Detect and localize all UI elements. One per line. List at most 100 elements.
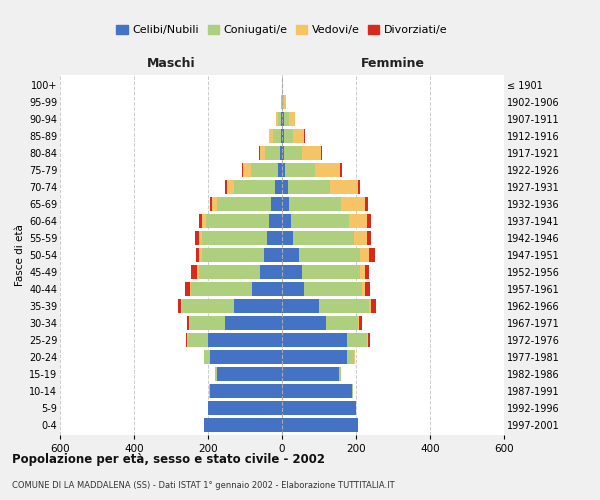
Bar [210, 384, 282, 398]
Bar [181, 299, 182, 313]
Bar [347, 350, 354, 364]
Bar [302, 265, 360, 279]
Bar [352, 384, 353, 398]
Bar [283, 95, 284, 109]
Bar [282, 384, 352, 398]
Bar [282, 180, 287, 194]
Bar [341, 197, 365, 211]
Bar [202, 214, 206, 228]
Bar [282, 333, 347, 347]
Bar [215, 367, 217, 381]
Bar [199, 248, 202, 262]
Bar [251, 163, 278, 177]
Bar [197, 265, 199, 279]
Bar [282, 418, 358, 432]
Bar [319, 299, 369, 313]
Bar [358, 180, 360, 194]
Bar [260, 146, 265, 160]
Bar [195, 231, 199, 245]
Bar [277, 112, 278, 126]
Bar [202, 248, 263, 262]
Bar [209, 384, 210, 398]
Bar [282, 316, 326, 330]
Bar [284, 112, 289, 126]
Bar [282, 112, 284, 126]
Bar [289, 112, 295, 126]
Bar [291, 214, 349, 228]
Bar [368, 333, 370, 347]
Bar [190, 282, 191, 296]
Y-axis label: Anni di nascita: Anni di nascita [599, 216, 600, 294]
Bar [362, 282, 365, 296]
Bar [293, 129, 304, 143]
Bar [196, 248, 199, 262]
Bar [278, 112, 281, 126]
Bar [281, 112, 282, 126]
Bar [282, 129, 284, 143]
Bar [284, 95, 286, 109]
Bar [204, 418, 282, 432]
Bar [234, 299, 282, 313]
Bar [278, 163, 282, 177]
Bar [224, 316, 282, 330]
Bar [191, 265, 197, 279]
Legend: Celibi/Nubili, Coniugati/e, Vedovi/e, Divorziati/e: Celibi/Nubili, Coniugati/e, Vedovi/e, Di… [116, 25, 448, 35]
Bar [242, 163, 243, 177]
Bar [260, 265, 282, 279]
Bar [199, 265, 260, 279]
Bar [285, 163, 314, 177]
Bar [347, 333, 367, 347]
Bar [208, 401, 282, 415]
Bar [326, 316, 358, 330]
Bar [282, 231, 293, 245]
Bar [267, 231, 282, 245]
Bar [204, 350, 210, 364]
Bar [191, 282, 253, 296]
Bar [208, 333, 282, 347]
Bar [369, 248, 374, 262]
Bar [185, 282, 190, 296]
Bar [360, 248, 369, 262]
Bar [280, 146, 282, 160]
Bar [284, 129, 293, 143]
Bar [186, 333, 187, 347]
Bar [265, 146, 280, 160]
Bar [224, 180, 227, 194]
Bar [269, 129, 273, 143]
Bar [358, 316, 359, 330]
Text: Femmine: Femmine [361, 57, 425, 70]
Bar [321, 146, 322, 160]
Bar [287, 180, 330, 194]
Bar [253, 282, 282, 296]
Bar [210, 197, 212, 211]
Bar [182, 299, 234, 313]
Bar [282, 197, 289, 211]
Bar [281, 95, 282, 109]
Bar [190, 316, 224, 330]
Bar [371, 299, 376, 313]
Bar [369, 299, 371, 313]
Bar [293, 231, 354, 245]
Bar [281, 129, 282, 143]
Bar [271, 197, 282, 211]
Bar [187, 316, 189, 330]
Bar [282, 367, 340, 381]
Bar [217, 197, 271, 211]
Bar [367, 231, 371, 245]
Bar [299, 248, 360, 262]
Text: COMUNE DI LA MADDALENA (SS) - Dati ISTAT 1° gennaio 2002 - Elaborazione TUTTITAL: COMUNE DI LA MADDALENA (SS) - Dati ISTAT… [12, 480, 395, 490]
Bar [367, 214, 371, 228]
Bar [282, 282, 304, 296]
Bar [282, 146, 284, 160]
Bar [178, 299, 181, 313]
Bar [359, 316, 362, 330]
Bar [354, 231, 367, 245]
Bar [349, 214, 367, 228]
Bar [282, 401, 356, 415]
Bar [314, 163, 340, 177]
Bar [304, 282, 362, 296]
Bar [365, 197, 368, 211]
Bar [263, 248, 282, 262]
Bar [282, 299, 319, 313]
Bar [210, 350, 282, 364]
